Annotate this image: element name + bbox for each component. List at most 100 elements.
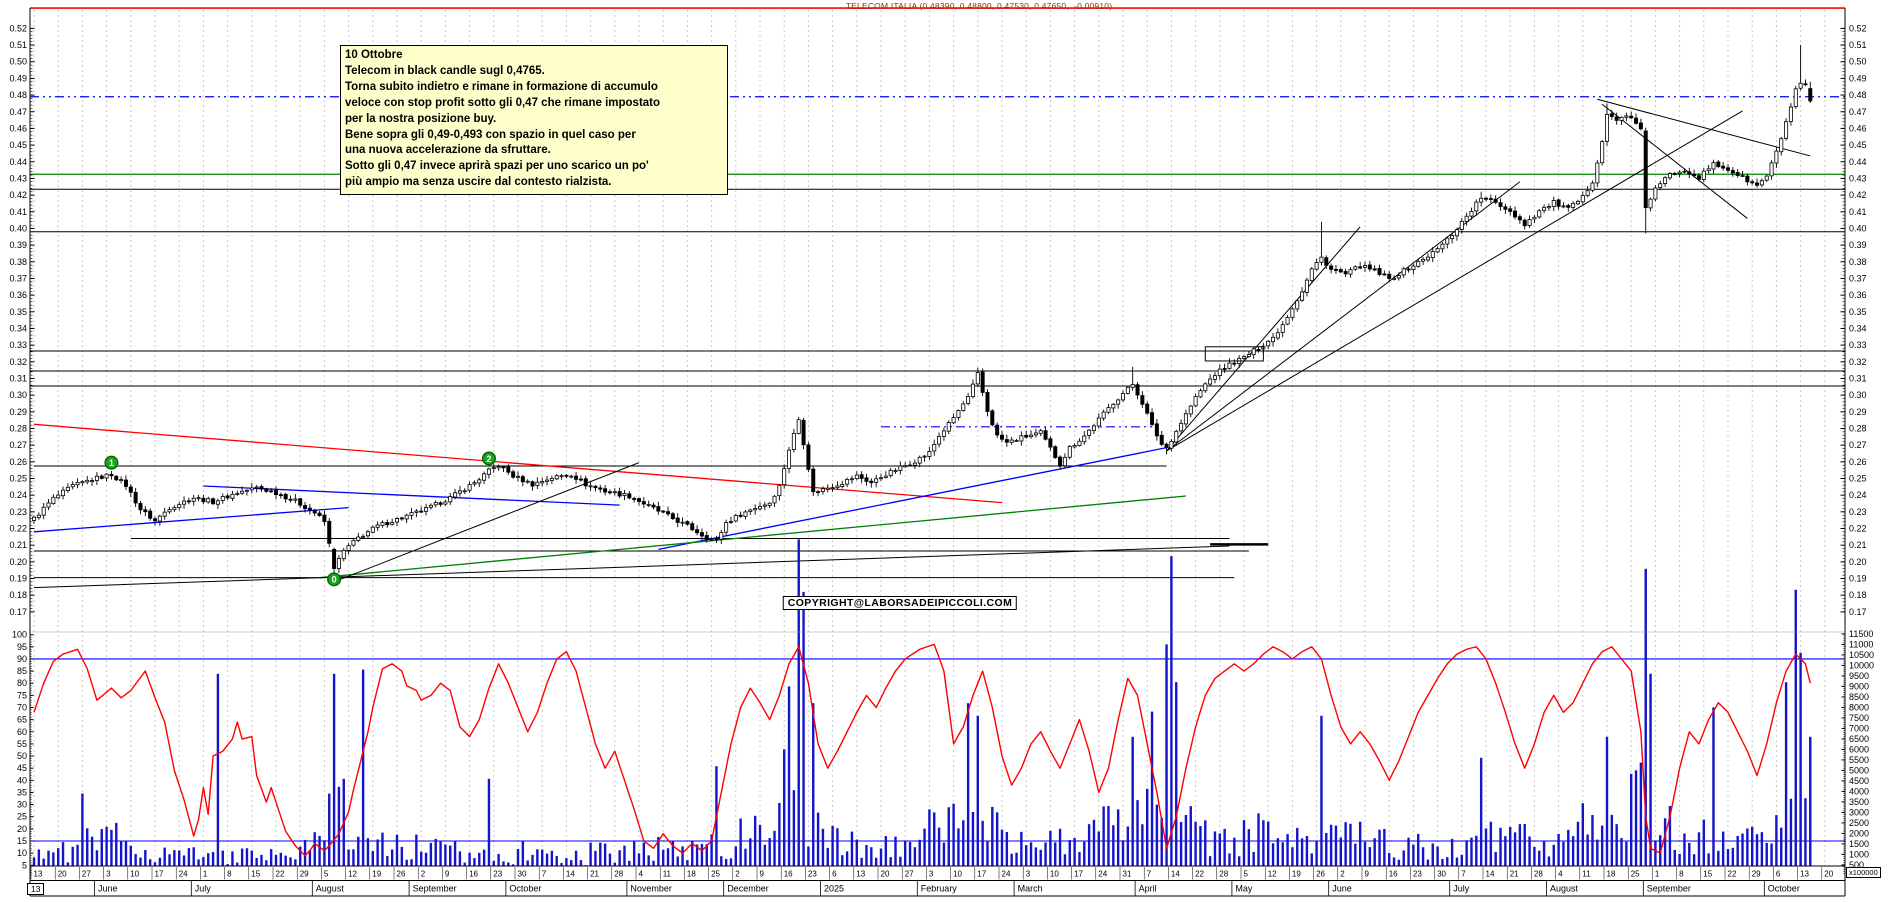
svg-text:0.29: 0.29 — [9, 407, 27, 417]
svg-text:9: 9 — [760, 870, 765, 879]
svg-text:February: February — [921, 884, 958, 894]
svg-text:22: 22 — [1728, 870, 1737, 879]
svg-text:0.36: 0.36 — [1849, 290, 1867, 300]
svg-text:3500: 3500 — [1849, 797, 1869, 807]
svg-text:0.41: 0.41 — [9, 207, 27, 217]
svg-text:8500: 8500 — [1849, 692, 1869, 702]
svg-text:July: July — [1453, 884, 1470, 894]
svg-text:8: 8 — [1679, 870, 1684, 879]
svg-text:2: 2 — [735, 870, 740, 879]
week-axis: 13 20 27 3 10 17 24 1 8 15 22 29 5 12 19 26 2 9 16 23 30 7 14 2… — [30, 867, 1834, 880]
svg-text:0.49: 0.49 — [9, 73, 27, 83]
svg-text:85: 85 — [17, 666, 27, 676]
svg-text:24: 24 — [1002, 870, 1011, 879]
svg-text:23: 23 — [493, 870, 502, 879]
svg-text:55: 55 — [17, 739, 27, 749]
svg-text:0.45: 0.45 — [1849, 140, 1867, 150]
note-line: per la nostra posizione buy. — [345, 112, 497, 125]
svg-text:45: 45 — [17, 763, 27, 773]
svg-text:9: 9 — [1365, 870, 1370, 879]
svg-text:0.18: 0.18 — [9, 590, 27, 600]
svg-text:80: 80 — [17, 678, 27, 688]
svg-text:2: 2 — [1340, 870, 1345, 879]
start-date-box: 13 — [27, 883, 45, 895]
svg-text:September: September — [1647, 884, 1691, 894]
svg-text:0.23: 0.23 — [9, 507, 27, 517]
svg-text:29: 29 — [300, 870, 309, 879]
svg-text:0.52: 0.52 — [1849, 23, 1867, 33]
svg-text:14: 14 — [1171, 870, 1180, 879]
svg-text:0.19: 0.19 — [1849, 574, 1867, 584]
svg-text:May: May — [1235, 884, 1253, 894]
svg-text:0.30: 0.30 — [1849, 390, 1867, 400]
svg-text:December: December — [727, 884, 769, 894]
svg-text:5000: 5000 — [1849, 765, 1869, 775]
note-line: Bene sopra gli 0,49-0,493 con spazio in … — [345, 128, 636, 141]
svg-text:5: 5 — [324, 870, 329, 879]
svg-text:March: March — [1018, 884, 1043, 894]
svg-text:28: 28 — [1534, 870, 1543, 879]
svg-text:July: July — [195, 884, 212, 894]
svg-text:1: 1 — [1655, 870, 1660, 879]
svg-text:0.26: 0.26 — [1849, 457, 1867, 467]
svg-text:0.32: 0.32 — [9, 357, 27, 367]
svg-text:0.49: 0.49 — [1849, 73, 1867, 83]
svg-text:5: 5 — [1244, 870, 1249, 879]
svg-text:0.47: 0.47 — [9, 107, 27, 117]
svg-text:0.34: 0.34 — [1849, 323, 1867, 333]
trendlines — [33, 98, 1811, 589]
svg-text:0.20: 0.20 — [1849, 557, 1867, 567]
svg-text:4000: 4000 — [1849, 786, 1869, 796]
svg-text:21: 21 — [590, 870, 599, 879]
svg-text:500: 500 — [1849, 860, 1864, 870]
svg-text:24: 24 — [1098, 870, 1107, 879]
note-line: una nuova accelerazione da sfruttare. — [345, 144, 551, 157]
svg-text:100: 100 — [12, 630, 27, 640]
svg-text:23: 23 — [1413, 870, 1422, 879]
svg-text:11: 11 — [663, 870, 672, 879]
svg-text:0.48: 0.48 — [9, 90, 27, 100]
svg-text:October: October — [509, 884, 541, 894]
grid-lines — [33, 10, 1826, 866]
note-line: veloce con stop profit sotto gli 0,47 ch… — [345, 96, 661, 109]
candlesticks — [32, 45, 1813, 586]
svg-text:0.24: 0.24 — [9, 490, 27, 500]
svg-text:13: 13 — [34, 870, 43, 879]
svg-text:April: April — [1139, 884, 1157, 894]
svg-text:0.22: 0.22 — [9, 524, 27, 534]
svg-text:19: 19 — [1292, 870, 1301, 879]
svg-text:1: 1 — [109, 458, 114, 468]
svg-text:29: 29 — [1752, 870, 1761, 879]
svg-text:4500: 4500 — [1849, 776, 1869, 786]
svg-text:10: 10 — [953, 870, 962, 879]
svg-text:0.34: 0.34 — [9, 323, 27, 333]
note-line: 10 Ottobre — [345, 49, 403, 61]
svg-text:0.31: 0.31 — [9, 373, 27, 383]
svg-text:0.43: 0.43 — [9, 173, 27, 183]
svg-text:15: 15 — [1703, 870, 1712, 879]
support-resistance-levels — [30, 7, 1845, 842]
svg-text:0.24: 0.24 — [1849, 490, 1867, 500]
svg-text:4: 4 — [1558, 870, 1563, 879]
svg-text:30: 30 — [17, 800, 27, 810]
svg-text:4: 4 — [639, 870, 644, 879]
svg-text:9: 9 — [445, 870, 450, 879]
svg-text:12: 12 — [1268, 870, 1277, 879]
month-axis: June July August September October November De… — [94, 880, 1800, 896]
svg-text:60: 60 — [17, 727, 27, 737]
oscillator-line — [33, 643, 1811, 857]
svg-text:15: 15 — [251, 870, 260, 879]
svg-text:2000: 2000 — [1849, 828, 1869, 838]
svg-text:15: 15 — [17, 836, 27, 846]
svg-text:6000: 6000 — [1849, 744, 1869, 754]
svg-text:13: 13 — [856, 870, 865, 879]
svg-text:0.42: 0.42 — [1849, 190, 1867, 200]
svg-text:24: 24 — [179, 870, 188, 879]
svg-text:8: 8 — [227, 870, 232, 879]
svg-text:20: 20 — [1824, 870, 1833, 879]
svg-text:3: 3 — [929, 870, 934, 879]
svg-text:11000: 11000 — [1849, 639, 1873, 649]
axes: 0.52 0.52 0.51 0.51 0.50 0.50 0.49 0.49 0.48 0.48… — [9, 8, 1874, 897]
svg-text:95: 95 — [17, 642, 27, 652]
svg-text:0.37: 0.37 — [1849, 273, 1867, 283]
